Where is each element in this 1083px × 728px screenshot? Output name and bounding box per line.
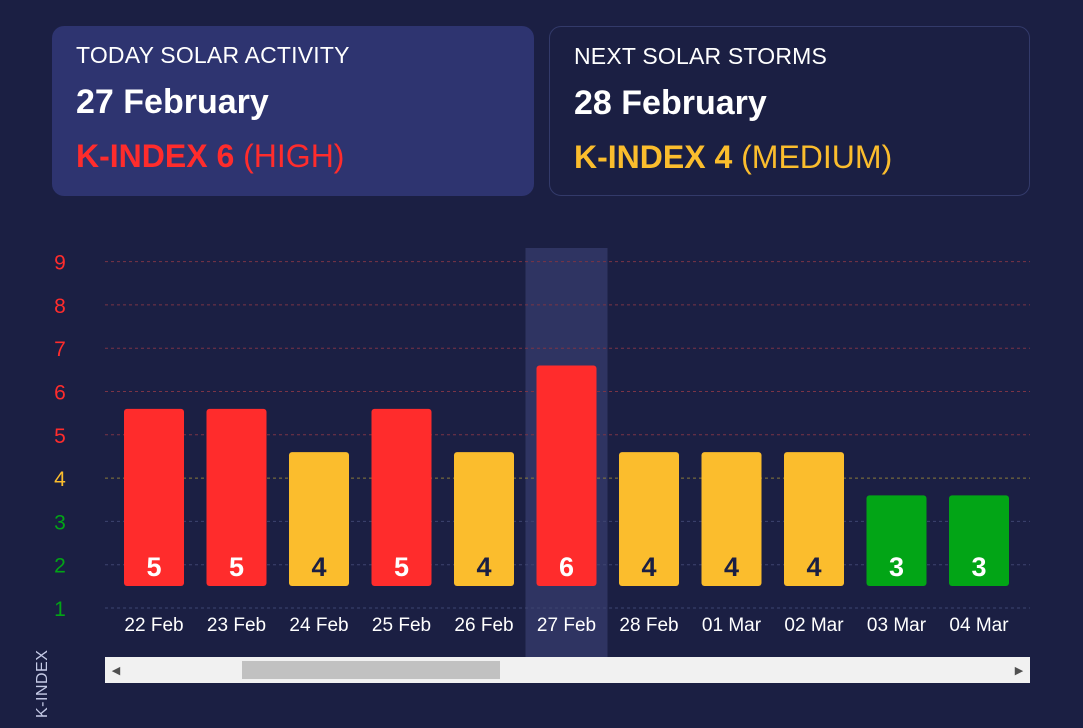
x-tick-label: 26 Feb xyxy=(454,615,513,636)
y-tick-label-3: 3 xyxy=(54,511,66,534)
today-kindex-value: K-INDEX 6 xyxy=(76,138,235,174)
x-tick-label: 23 Feb xyxy=(207,615,266,636)
y-tick-label-6: 6 xyxy=(54,382,66,405)
y-tick-label-7: 7 xyxy=(54,338,66,361)
x-tick-label: 24 Feb xyxy=(289,615,348,636)
bar-value-label: 3 xyxy=(889,552,904,582)
scroll-thumb[interactable] xyxy=(242,661,500,679)
today-date: 27 February xyxy=(76,83,269,121)
today-kindex: K-INDEX 6 (HIGH) xyxy=(76,138,510,175)
x-tick-label: 27 Feb xyxy=(537,615,596,636)
scroll-right-arrow-icon[interactable]: ▶ xyxy=(1014,664,1024,677)
bar-04-mar xyxy=(949,495,1009,586)
next-kindex-value: K-INDEX 4 xyxy=(574,139,733,175)
x-tick-label: 22 Feb xyxy=(124,615,183,636)
bar-26-feb xyxy=(454,452,514,586)
bar-value-label: 5 xyxy=(394,552,409,582)
x-tick-label: 03 Mar xyxy=(867,615,927,636)
x-tick-label: 01 Mar xyxy=(702,615,762,636)
bar-value-label: 4 xyxy=(476,552,491,582)
bar-01-mar xyxy=(701,452,762,586)
y-tick-label-8: 8 xyxy=(54,295,66,318)
bar-value-label: 5 xyxy=(146,552,161,582)
bar-value-label: 6 xyxy=(559,552,574,582)
y-tick-label-1: 1 xyxy=(54,598,66,621)
x-tick-label: 02 Mar xyxy=(784,615,844,636)
x-tick-label: 25 Feb xyxy=(372,615,431,636)
today-heading: TODAY SOLAR ACTIVITY xyxy=(76,42,350,68)
bar-value-label: 3 xyxy=(971,552,986,582)
bar-value-label: 4 xyxy=(724,552,739,582)
next-kindex: K-INDEX 4 (MEDIUM) xyxy=(574,139,1005,176)
y-tick-label-5: 5 xyxy=(54,425,66,448)
bar-25-feb xyxy=(371,408,432,586)
bar-27-feb xyxy=(536,365,597,586)
next-heading: NEXT SOLAR STORMS xyxy=(574,43,828,69)
bar-23-feb xyxy=(206,408,267,586)
next-storms-card: NEXT SOLAR STORMS 28 February K-INDEX 4 … xyxy=(549,26,1030,196)
bar-02-mar xyxy=(784,452,844,586)
bar-28-feb xyxy=(619,452,679,586)
y-axis-title: K-INDEX xyxy=(34,649,51,718)
bar-03-mar xyxy=(866,495,927,586)
y-tick-label-4: 4 xyxy=(54,468,66,491)
next-date: 28 February xyxy=(574,84,767,122)
bar-value-label: 4 xyxy=(641,552,656,582)
bar-22-feb xyxy=(124,408,184,586)
y-tick-label-2: 2 xyxy=(54,555,66,578)
scroll-left-arrow-icon[interactable]: ◀ xyxy=(111,664,121,677)
x-tick-label: 28 Feb xyxy=(619,615,678,636)
today-kindex-level: (HIGH) xyxy=(243,138,345,174)
bar-24-feb xyxy=(289,452,349,586)
bar-value-label: 4 xyxy=(806,552,821,582)
next-kindex-level: (MEDIUM) xyxy=(741,139,893,175)
today-activity-card: TODAY SOLAR ACTIVITY 27 February K-INDEX… xyxy=(52,26,534,196)
bar-value-label: 5 xyxy=(229,552,244,582)
y-tick-label-9: 9 xyxy=(54,252,66,275)
chart-horizontal-scrollbar[interactable]: ◀ ▶ xyxy=(105,657,1030,683)
bar-value-label: 4 xyxy=(311,552,326,582)
x-tick-label: 04 Mar xyxy=(949,615,1009,636)
